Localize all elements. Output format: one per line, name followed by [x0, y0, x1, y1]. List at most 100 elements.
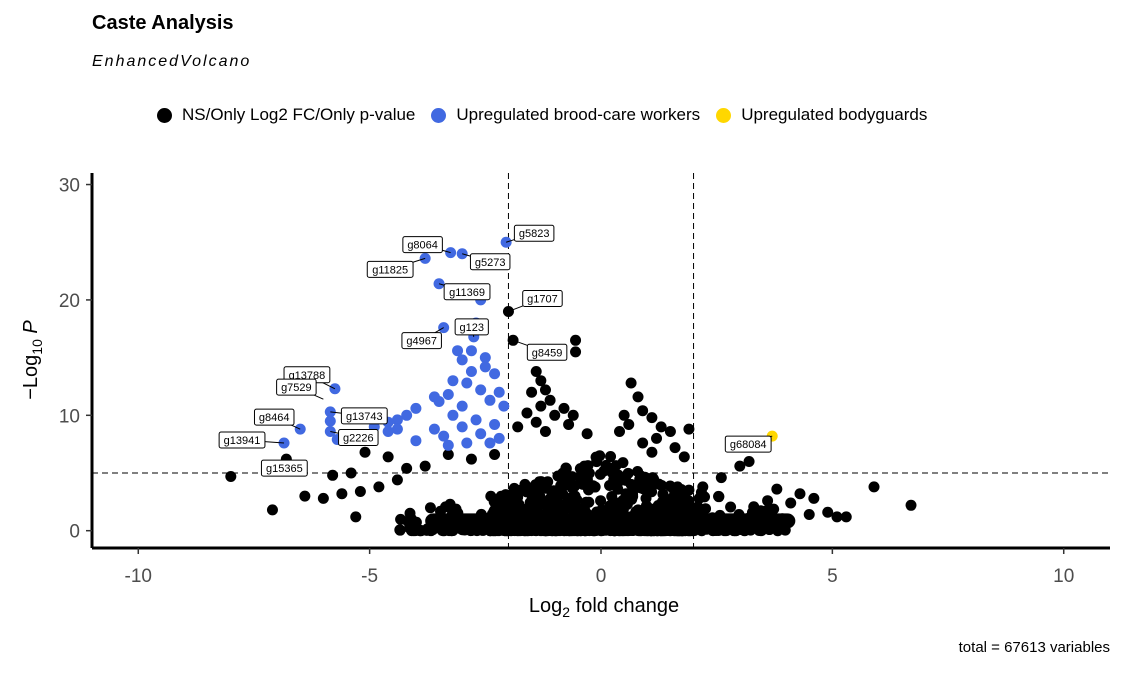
gene-label: g11369 — [449, 287, 485, 299]
cloud-base — [425, 513, 796, 529]
data-point — [317, 492, 329, 504]
axes: -10 -5 0 5 10 0 10 20 30 — [59, 173, 1110, 587]
data-point — [840, 511, 852, 523]
data-point — [391, 414, 403, 426]
label-box — [454, 318, 489, 336]
data-point — [433, 395, 445, 407]
data-point — [567, 409, 579, 421]
data-point — [637, 437, 649, 449]
label-box — [522, 289, 563, 307]
data-point — [442, 449, 454, 461]
gene-label: g8464 — [259, 412, 290, 424]
data-point — [465, 453, 477, 465]
background-point — [626, 493, 638, 505]
data-point — [442, 439, 454, 451]
x-tick-label: 10 — [1053, 566, 1074, 587]
gene-label: g123 — [460, 322, 484, 334]
data-point — [558, 402, 570, 414]
data-point — [808, 492, 820, 504]
background-point — [559, 503, 571, 515]
background-point — [545, 497, 557, 509]
label-box — [443, 283, 491, 301]
background-point — [424, 502, 436, 514]
data-point — [419, 460, 431, 472]
data-point — [563, 419, 575, 431]
x-tick-label: -10 — [125, 566, 152, 587]
y-tick-label: 20 — [59, 291, 80, 312]
gene-label: g5823 — [519, 228, 550, 240]
data-point — [664, 425, 676, 437]
gene-label: g11825 — [372, 264, 408, 276]
legend-label-bodyguards: Upregulated bodyguards — [741, 105, 928, 124]
data-point — [479, 352, 491, 364]
data-point — [530, 365, 542, 377]
data-point — [535, 375, 547, 387]
data-point — [465, 345, 477, 357]
data-point — [618, 409, 630, 421]
data-point — [646, 412, 658, 424]
data-point — [447, 409, 459, 421]
background-point — [647, 478, 659, 490]
background-point — [617, 457, 629, 469]
background-point — [596, 504, 608, 516]
background-point — [495, 490, 507, 502]
data-point — [327, 469, 339, 481]
label-box — [402, 236, 443, 254]
data-points — [225, 236, 917, 523]
data-point — [452, 345, 464, 357]
gene-label: g8459 — [532, 347, 563, 359]
chart-subtitle: EnhancedVolcano — [92, 53, 252, 70]
background-point — [521, 486, 533, 498]
caption: total = 67613 variables — [958, 639, 1110, 656]
background-point — [666, 504, 678, 516]
background-point — [725, 501, 737, 513]
data-point — [447, 375, 459, 387]
data-point — [401, 409, 413, 421]
data-point — [438, 430, 450, 442]
x-axis-title: Log2 fold change — [529, 595, 679, 620]
chart-title: Caste Analysis — [92, 12, 234, 34]
data-point — [868, 481, 880, 493]
background-point — [394, 524, 406, 536]
data-point — [535, 400, 547, 412]
data-point — [570, 346, 582, 358]
legend-label-ns: NS/Only Log2 FC/Only p-value — [182, 105, 416, 124]
label-box — [724, 435, 772, 453]
y-axis-title: −Log10 P — [20, 320, 45, 400]
background-point — [681, 501, 693, 513]
data-point — [683, 423, 695, 435]
data-point — [345, 467, 357, 479]
data-point — [475, 428, 487, 440]
data-point — [512, 421, 524, 433]
label-box — [253, 408, 295, 426]
data-point — [373, 481, 385, 493]
data-point — [475, 384, 487, 396]
label-box — [366, 260, 414, 278]
legend-item-bodyguards: Upregulated bodyguards — [716, 105, 927, 125]
label-box — [526, 343, 568, 361]
data-point — [456, 400, 468, 412]
data-point — [266, 504, 278, 516]
label-box — [276, 378, 317, 396]
data-point — [581, 428, 593, 440]
data-point — [697, 481, 709, 493]
legend-item-ns: NS/Only Log2 FC/Only p-value — [157, 105, 415, 125]
data-point — [498, 400, 510, 412]
background-point — [555, 480, 567, 492]
data-point — [410, 402, 422, 414]
background-point — [605, 451, 617, 463]
data-point — [623, 419, 635, 431]
background-point — [608, 474, 620, 486]
background-point — [713, 491, 725, 503]
background-point — [634, 470, 646, 482]
background-point — [524, 496, 536, 508]
y-tick-label: 0 — [69, 522, 80, 543]
x-tick-label: 5 — [827, 566, 838, 587]
data-point — [442, 389, 454, 401]
data-point — [391, 474, 403, 486]
gene-label: g4967 — [406, 336, 437, 348]
gene-label: g1707 — [527, 293, 558, 305]
y-tick-label: 10 — [59, 406, 80, 427]
data-point — [493, 386, 505, 398]
